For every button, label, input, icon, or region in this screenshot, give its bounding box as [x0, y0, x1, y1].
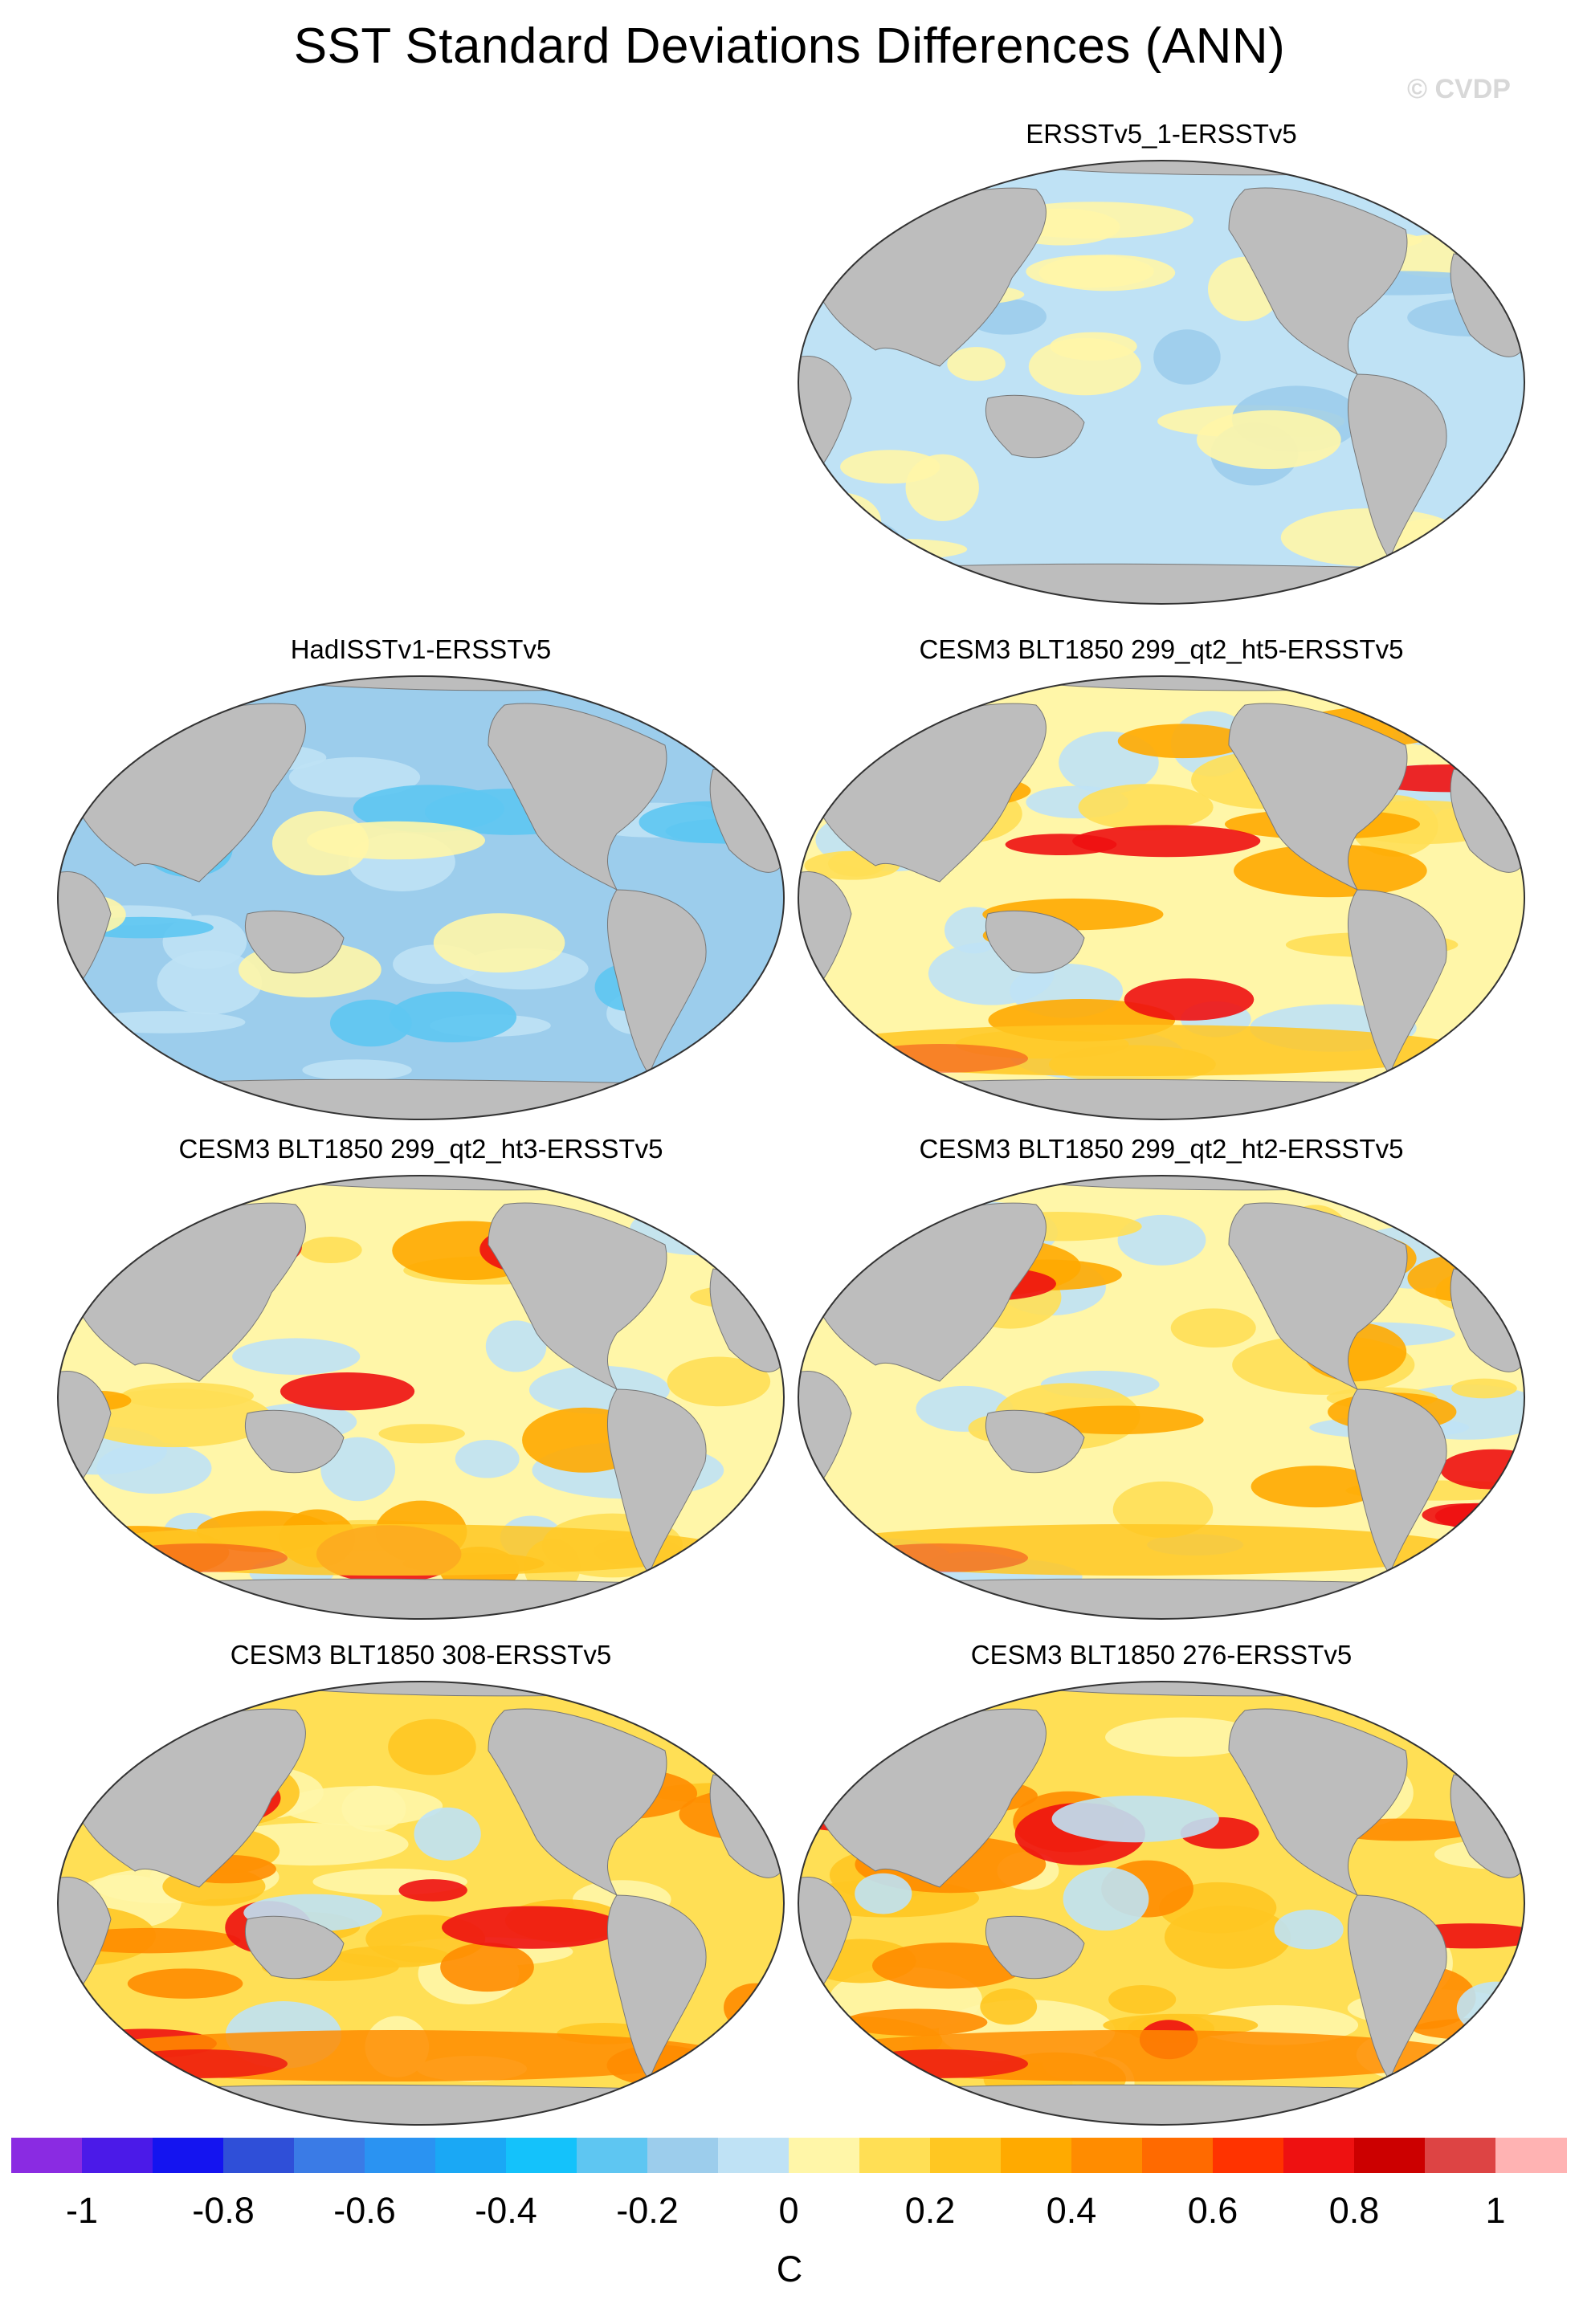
colorbar-swatch [577, 2138, 648, 2173]
panel-title: ERSSTv5_1-ERSSTv5 [1026, 119, 1297, 149]
map-panel: CESM3 BLT1850 299_qt2_ht2-ERSSTv5 [795, 1134, 1528, 1625]
map-panel: ERSSTv5_1-ERSSTv5 [795, 119, 1528, 610]
map-panel: CESM3 BLT1850 276-ERSSTv5 [795, 1640, 1528, 2131]
colorbar-tick-label: 0.8 [1328, 2190, 1380, 2231]
colorbar-swatch [1001, 2138, 1072, 2173]
colorbar-unit: C [776, 2249, 803, 2289]
colorbar-swatch [789, 2138, 860, 2173]
colorbar-swatch [153, 2138, 224, 2173]
figure-title: SST Standard Deviations Differences (ANN… [293, 18, 1286, 74]
colorbar-swatch [294, 2138, 365, 2173]
colorbar-tick-label: -0.2 [616, 2190, 679, 2231]
panel-title: CESM3 BLT1850 299_qt2_ht2-ERSSTv5 [919, 1134, 1404, 1164]
map-panel: HadISSTv1-ERSSTv5 [55, 634, 787, 1126]
colorbar-swatch [647, 2138, 719, 2173]
colorbar-tick-label: 0.4 [1046, 2190, 1097, 2231]
world-map [57, 675, 785, 1120]
world-map [798, 1681, 1525, 2126]
world-map [57, 1175, 785, 1620]
map-panel: CESM3 BLT1850 299_qt2_ht5-ERSSTv5 [795, 634, 1528, 1126]
map-panel: CESM3 BLT1850 299_qt2_ht3-ERSSTv5 [55, 1134, 787, 1625]
world-map [57, 1681, 785, 2126]
colorbar-swatch [1495, 2138, 1567, 2173]
colorbar-tick-label: -0.4 [475, 2190, 537, 2231]
colorbar-swatch [1213, 2138, 1284, 2173]
colorbar-tick-label: 1 [1485, 2190, 1506, 2231]
panel-title: CESM3 BLT1850 299_qt2_ht5-ERSSTv5 [919, 634, 1404, 664]
colorbar-tick-label: -0.6 [333, 2190, 396, 2231]
colorbar-swatch [1283, 2138, 1355, 2173]
colorbar-swatch [859, 2138, 931, 2173]
colorbar-tick-label: -1 [65, 2190, 99, 2231]
colorbar-swatch [930, 2138, 1002, 2173]
panel-title: CESM3 BLT1850 299_qt2_ht3-ERSSTv5 [178, 1134, 663, 1164]
world-map [798, 1175, 1525, 1620]
colorbar-tick-label: -0.8 [192, 2190, 255, 2231]
colorbar-swatch [1071, 2138, 1143, 2173]
colorbar-swatch [506, 2138, 577, 2173]
colorbar-swatch [718, 2138, 790, 2173]
colorbar-swatch [1425, 2138, 1496, 2173]
world-map [798, 675, 1525, 1120]
map-panel: CESM3 BLT1850 308-ERSSTv5 [55, 1640, 787, 2131]
world-map [798, 160, 1525, 605]
panel-title: CESM3 BLT1850 308-ERSSTv5 [230, 1640, 612, 1670]
panel-title: HadISSTv1-ERSSTv5 [290, 634, 552, 664]
colorbar [11, 2138, 1567, 2173]
colorbar-swatch [11, 2138, 83, 2173]
colorbar-swatch [435, 2138, 507, 2173]
colorbar-tick-label: 0 [778, 2190, 799, 2231]
panel-title: CESM3 BLT1850 276-ERSSTv5 [970, 1640, 1353, 1670]
colorbar-tick-label: 0.2 [904, 2190, 956, 2231]
colorbar-swatch [1354, 2138, 1426, 2173]
colorbar-swatch [223, 2138, 295, 2173]
colorbar-tick-label: 0.6 [1187, 2190, 1238, 2231]
watermark: © CVDP [1407, 74, 1511, 104]
colorbar-swatch [365, 2138, 436, 2173]
colorbar-swatch [1142, 2138, 1214, 2173]
colorbar-swatch [82, 2138, 153, 2173]
